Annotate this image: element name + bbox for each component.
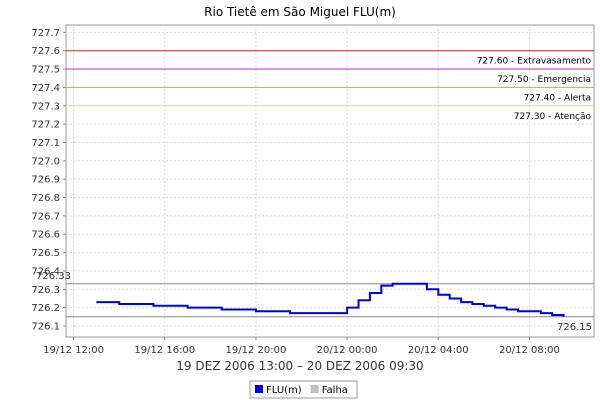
y-tick-label: 726.5 — [31, 248, 60, 259]
reference-line-label: 727.60 - Extravasamento — [477, 57, 592, 67]
y-axis: 726.1 726.2 726.3 726.4 726.5 726.6 726.7 726.8… — [31, 28, 66, 332]
reference-line-label: 727.40 - Alerta — [524, 93, 591, 103]
legend-swatch — [310, 385, 319, 393]
x-tick-label: 20/12 00:00 — [317, 345, 378, 356]
x-tick-label: 20/12 04:00 — [408, 345, 469, 356]
y-tick-label: 727.6 — [31, 46, 60, 57]
series — [96, 282, 565, 317]
period-caption: 19 DEZ 2006 13:00 – 20 DEZ 2006 09:30 — [176, 359, 423, 373]
y-tick-label: 726.8 — [31, 193, 60, 204]
y-tick-label: 727.5 — [31, 65, 60, 76]
reference-line-label: 727.30 - Atenção — [514, 112, 592, 122]
x-tick-label: 19/12 16:00 — [134, 345, 195, 356]
y-tick-label: 726.2 — [31, 303, 60, 314]
legend-label: FLU(m) — [266, 385, 302, 396]
legend-box — [249, 380, 358, 399]
level-marker-label: 726.15 — [557, 322, 592, 333]
x-tick-label: 20/12 08:00 — [499, 345, 560, 356]
reference-lines: 727.60 - Extravasamento 727.50 - Emergenc… — [66, 50, 594, 122]
level-marker-label: 726.33 — [36, 271, 71, 282]
y-tick-label: 726.7 — [31, 211, 60, 222]
y-tick-label: 726.3 — [31, 285, 60, 296]
plot-area — [65, 24, 595, 338]
y-tick-label: 727.0 — [31, 156, 60, 167]
y-tick-label: 727.4 — [31, 83, 60, 94]
legend-label: Falha — [322, 385, 348, 396]
x-tick-label: 19/12 12:00 — [43, 345, 104, 356]
chart-title: Rio Tietê em São Miguel FLU(m) — [204, 5, 396, 19]
x-tick-label: 19/12 20:00 — [226, 345, 287, 356]
y-tick-label: 726.6 — [31, 230, 60, 241]
reference-line-label: 727.50 - Emergencia — [497, 75, 591, 85]
legend: FLU(m) Falha — [249, 380, 358, 399]
legend-swatch — [255, 385, 263, 393]
series-line-flu — [96, 282, 565, 317]
y-tick-label: 727.3 — [31, 101, 60, 112]
level-markers: 726.33 726.15 — [36, 271, 594, 333]
y-tick-label: 727.7 — [31, 28, 60, 39]
y-tick-label: 726.1 — [31, 321, 60, 332]
y-tick-label: 727.2 — [31, 120, 60, 131]
y-tick-label: 726.9 — [31, 175, 60, 186]
y-tick-label: 727.1 — [31, 138, 60, 149]
y-tick-label: 726.4 — [31, 266, 60, 277]
x-axis: 19/12 12:00 19/12 16:00 19/12 20:00 20/12 0… — [43, 337, 560, 356]
